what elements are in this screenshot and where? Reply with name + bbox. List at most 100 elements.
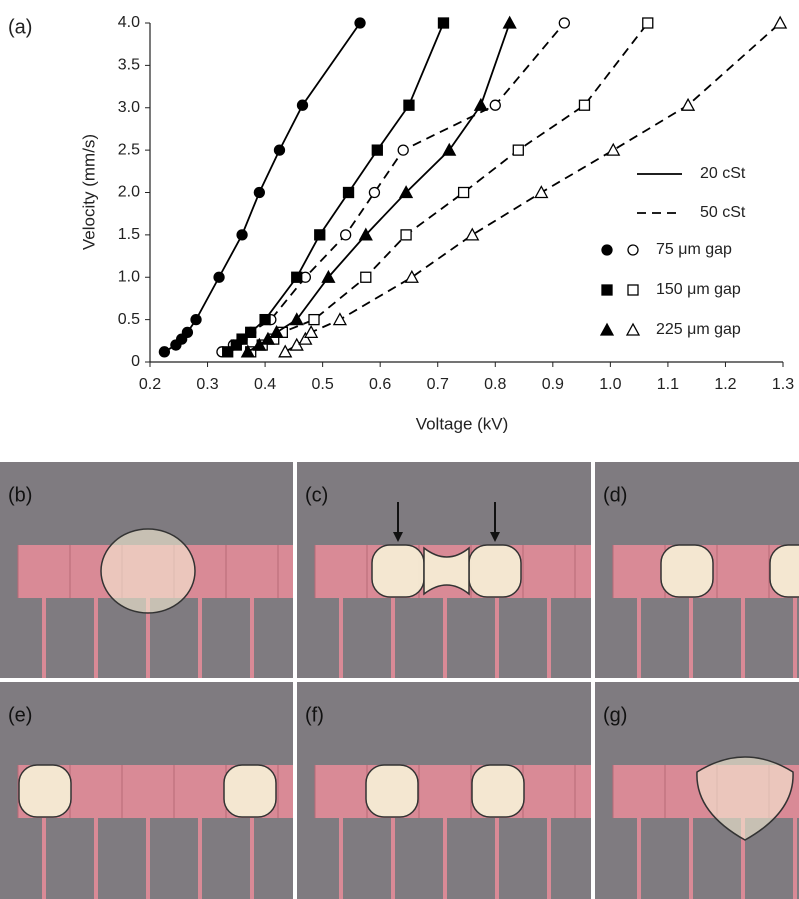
marker [465, 227, 480, 241]
panel-label: (b) [8, 484, 32, 506]
electrode-lead [637, 818, 641, 899]
marker [599, 322, 615, 336]
y-tick-label: 1.0 [118, 268, 140, 285]
x-tick-label: 1.3 [772, 376, 794, 393]
marker [181, 326, 194, 338]
electrode-lead [94, 818, 98, 899]
marker [296, 99, 309, 111]
y-tick-label: 0 [131, 353, 140, 370]
electrode-lead [94, 598, 98, 678]
marker [321, 269, 336, 283]
electrode-lead [391, 598, 395, 678]
electrode-lead [146, 818, 150, 899]
electrode-lead [793, 818, 797, 899]
y-tick-label: 0.5 [118, 311, 140, 328]
marker [601, 284, 613, 296]
marker [245, 326, 257, 338]
marker [291, 271, 303, 283]
marker [400, 229, 412, 241]
panel-label: (e) [8, 704, 32, 726]
electrode-lead [42, 598, 46, 678]
marker [489, 99, 501, 111]
electrode-lead [547, 818, 551, 899]
marker [403, 99, 415, 111]
droplet [100, 528, 196, 614]
marker [298, 331, 313, 345]
electrode-lead [250, 818, 254, 899]
droplet [696, 756, 794, 841]
marker [473, 97, 488, 111]
arrow-head [393, 532, 403, 542]
electrode-lead [146, 598, 150, 678]
electrode-lead [495, 598, 499, 678]
marker [606, 142, 621, 156]
x-axis-title: Voltage (kV) [416, 414, 509, 433]
electrode-lead [250, 598, 254, 678]
y-tick-label: 3.0 [118, 99, 140, 116]
marker [230, 339, 242, 351]
marker [354, 17, 366, 29]
droplet [18, 764, 72, 818]
droplet [468, 544, 522, 598]
x-tick-label: 1.2 [714, 376, 736, 393]
x-tick-label: 0.4 [254, 376, 276, 393]
fit-line [163, 22, 361, 353]
x-tick-label: 0.3 [196, 376, 218, 393]
y-tick-label: 1.5 [118, 226, 140, 243]
marker [642, 17, 654, 29]
y-tick-label: 3.5 [118, 57, 140, 74]
marker [278, 344, 293, 358]
marker [314, 229, 326, 241]
electrode-lead [198, 598, 202, 678]
panel-label: (c) [305, 484, 328, 506]
marker [625, 322, 641, 336]
marker [289, 312, 304, 326]
arrow-head [490, 532, 500, 542]
electrode-lead [339, 818, 343, 899]
x-tick-label: 0.5 [312, 376, 334, 393]
marker [158, 346, 171, 358]
electrode-lead [443, 598, 447, 678]
electrode-strip [315, 765, 591, 818]
photo-panel: (g) [595, 682, 799, 899]
marker [240, 344, 255, 358]
legend-label: 50 cSt [700, 204, 746, 221]
marker [512, 144, 524, 156]
droplet [471, 764, 525, 818]
marker [371, 144, 383, 156]
electrode-lead [793, 598, 797, 678]
x-tick-label: 0.8 [484, 376, 506, 393]
marker [342, 186, 355, 199]
marker [442, 142, 457, 156]
marker [273, 144, 286, 156]
x-tick-label: 0.7 [427, 376, 449, 393]
photo-panel: (e) [0, 682, 293, 899]
marker [397, 144, 409, 156]
marker [360, 271, 372, 283]
droplet [371, 544, 425, 598]
marker [404, 269, 419, 283]
electrode-lead [741, 598, 745, 678]
droplet-neck [423, 546, 470, 596]
marker [332, 312, 347, 326]
y-tick-label: 2.5 [118, 141, 140, 158]
electrode-lead [495, 818, 499, 899]
marker [308, 313, 320, 326]
y-tick-label: 4.0 [118, 14, 140, 31]
marker [398, 185, 414, 199]
electrode-lead [339, 598, 343, 678]
panel-label: (f) [305, 704, 324, 726]
marker [358, 227, 373, 241]
marker [502, 15, 517, 29]
x-tick-label: 0.6 [369, 376, 391, 393]
marker [457, 186, 470, 199]
x-tick-label: 1.0 [599, 376, 621, 393]
y-axis-title: Velocity (mm/s) [79, 134, 98, 250]
marker [558, 17, 570, 29]
photo-panel: (f) [297, 682, 591, 899]
electrode-lead [689, 818, 693, 899]
electrode-lead [637, 598, 641, 678]
electrode-lead [443, 818, 447, 899]
marker [437, 17, 450, 29]
marker [236, 229, 248, 241]
